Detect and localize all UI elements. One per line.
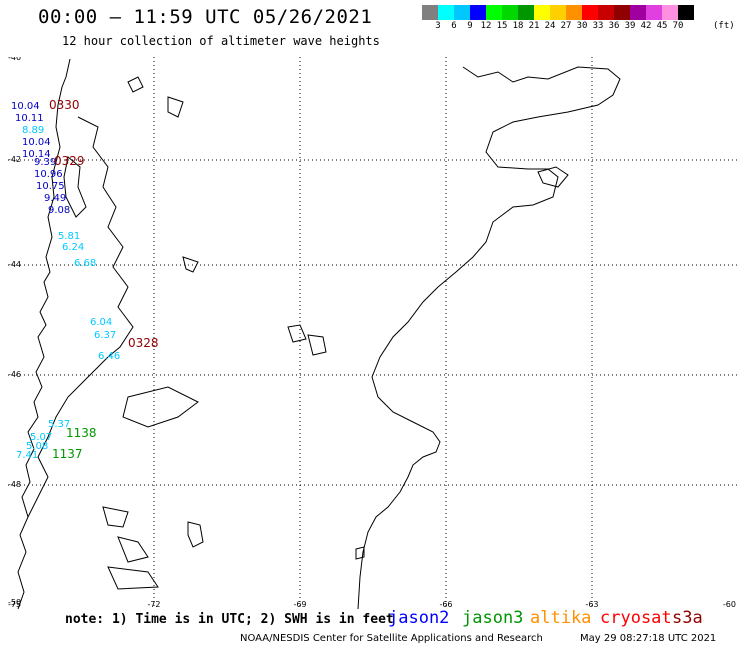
legend-swatch-12 [614,5,630,20]
legend-labels: 3 6 9 12 15 18 21 24 27 30 33 36 39 42 45 70 [422,20,694,32]
argentina-coast [357,66,621,609]
legend-label: 70 [672,21,684,31]
pass-time-label: 0329 [54,154,85,168]
footer-note: note: 1) Time is in UTC; 2) SWH is in fe… [65,612,394,627]
satellite-jason3: jason3 [462,608,524,628]
wave-height-values: 10.0410.118.8910.0410.149.3910.9610.759.… [11,101,120,461]
legend-label: 9 [467,21,473,31]
lat-label: -44 [8,260,21,269]
legend-swatch-13 [630,5,646,20]
chile-coast [17,58,71,609]
timestamp: May 29 08:27:18 UTC 2021 [580,633,717,644]
wave-value: 9.49 [44,193,66,204]
lon-label: -66 [439,600,452,609]
pass-time-label: 1138 [66,426,97,440]
satellite-jason2: jason2 [388,608,450,628]
legend-label: 33 [592,21,604,31]
legend-label: 42 [640,21,652,31]
wave-value: 7.41 [16,450,38,461]
legend-swatch-10 [582,5,598,20]
andes-islands [27,116,134,518]
wave-value: 9.08 [48,205,70,216]
wave-value: 10.96 [34,169,63,180]
wave-value: 10.14 [22,149,51,160]
satellite-altika: altika [530,608,592,628]
legend-label: 27 [560,21,572,31]
legend-swatch-15 [662,5,678,20]
pass-time-label: 1137 [52,447,83,461]
lon-label: -72 [147,600,160,609]
wave-value: 5.08 [26,441,48,452]
legend-swatch-7 [534,5,550,20]
legend-label: 21 [528,21,540,31]
legend-label: 36 [608,21,620,31]
legend-swatch-6 [518,5,534,20]
legend-swatch-5 [502,5,518,20]
lon-label: -69 [293,600,306,609]
legend-label: 6 [451,21,457,31]
legend-swatch-3 [470,5,486,20]
wave-value: 10.75 [36,181,65,192]
legend-swatch-1 [438,5,454,20]
legend-swatch-16 [678,5,694,20]
longitude-labels: -75 -72 -69 -66 -63 -60 [8,600,736,609]
wave-value: 5.37 [48,419,70,430]
satellite-cryosat: cryosat [600,608,672,628]
chiloe-island [63,156,87,218]
legend-unit: (ft) [713,21,735,31]
legend-swatch-0 [422,5,438,20]
wave-value: 6.46 [98,351,120,362]
legend-swatch-8 [550,5,566,20]
credit-text: NOAA/NESDIS Center for Satellite Applica… [240,633,543,644]
legend-swatch-14 [646,5,662,20]
lon-label: -75 [8,600,21,609]
wave-value: 8.89 [22,125,44,136]
lat-label: -42 [8,155,21,164]
coastlines [17,58,621,609]
legend-swatch-2 [454,5,470,20]
map-subtitle: 12 hour collection of altimeter wave hei… [62,34,380,48]
legend-swatch-4 [486,5,502,20]
lat-label: -40 [8,57,21,62]
legend-swatch-11 [598,5,614,20]
legend-label: 15 [496,21,508,31]
wave-value: 10.04 [11,101,40,112]
wave-height-map: -75 -72 -69 -66 -63 -60 -40 -42 -44 -46 -48 -50 10… [8,57,740,609]
legend-label: 24 [544,21,556,31]
wave-value: 10.04 [22,137,51,148]
legend-label: 39 [624,21,636,31]
color-legend: 3 6 9 12 15 18 21 24 27 30 33 36 39 42 45 70 (ft) [422,5,735,32]
pass-time-label: 0330 [49,98,80,112]
map-title: 00:00 — 11:59 UTC 05/26/2021 [38,6,373,28]
legend-swatches [422,5,694,20]
wave-value: 5.81 [58,231,80,242]
wave-value: 6.24 [62,242,84,253]
legend-label: 3 [435,21,441,31]
lat-label: -46 [8,370,21,379]
lon-label: -60 [723,600,736,609]
wave-value: 9.39 [34,157,56,168]
legend-label: 30 [576,21,588,31]
wave-value: 6.68 [74,258,96,269]
lat-label: -50 [8,598,21,607]
latitude-labels: -40 -42 -44 -46 -48 -50 [8,57,21,607]
wave-value: 5.07 [30,432,52,443]
lon-label: -63 [585,600,598,609]
legend-swatch-9 [566,5,582,20]
legend-label: 45 [656,21,668,31]
wave-value: 6.37 [94,330,116,341]
satellite-s3a: s3a [672,608,703,628]
map-grid [8,57,740,609]
wave-value: 10.11 [15,113,44,124]
pass-time-labels: 0330 0329 0328 1138 1137 [49,98,159,461]
legend-label: 12 [480,21,492,31]
legend-label: 18 [512,21,524,31]
wave-value: 6.04 [90,317,112,328]
pass-time-label: 0328 [128,336,159,350]
lat-label: -48 [8,480,21,489]
